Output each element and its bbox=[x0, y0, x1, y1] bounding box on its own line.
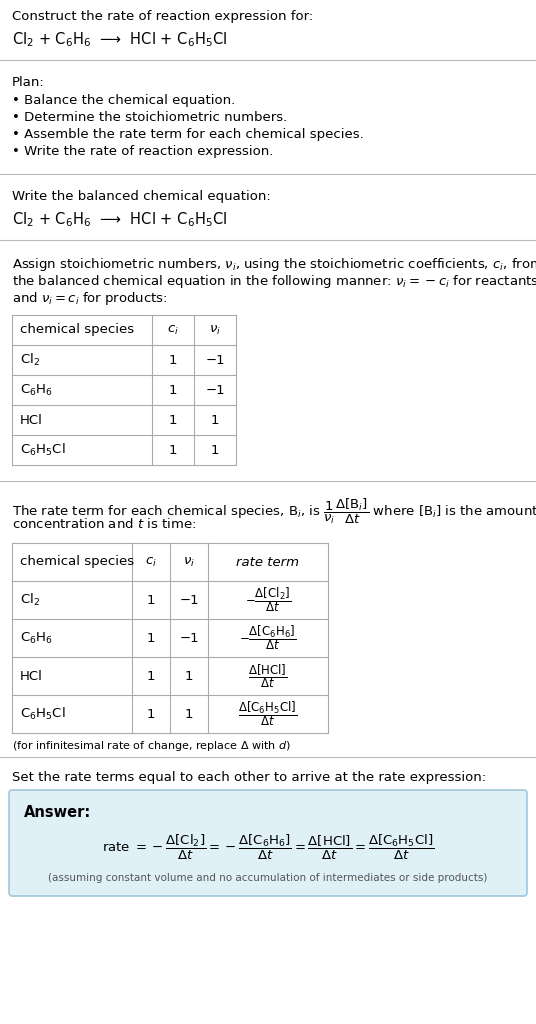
Text: 1: 1 bbox=[211, 443, 219, 457]
Text: $\dfrac{\Delta[\mathrm{C_6H_5Cl}]}{\Delta t}$: $\dfrac{\Delta[\mathrm{C_6H_5Cl}]}{\Delt… bbox=[239, 699, 297, 728]
Text: −1: −1 bbox=[205, 353, 225, 367]
Text: chemical species: chemical species bbox=[20, 324, 134, 337]
Text: Set the rate terms equal to each other to arrive at the rate expression:: Set the rate terms equal to each other t… bbox=[12, 771, 486, 784]
Text: • Balance the chemical equation.: • Balance the chemical equation. bbox=[12, 94, 235, 106]
Text: Cl$_2$: Cl$_2$ bbox=[20, 352, 40, 368]
Text: (for infinitesimal rate of change, replace Δ with $d$): (for infinitesimal rate of change, repla… bbox=[12, 739, 291, 753]
Text: • Determine the stoichiometric numbers.: • Determine the stoichiometric numbers. bbox=[12, 111, 287, 124]
Text: Plan:: Plan: bbox=[12, 76, 44, 89]
Text: −1: −1 bbox=[205, 384, 225, 396]
Text: C$_6$H$_5$Cl: C$_6$H$_5$Cl bbox=[20, 442, 66, 458]
Text: HCl: HCl bbox=[20, 670, 43, 683]
Text: 1: 1 bbox=[147, 708, 155, 721]
Text: 1: 1 bbox=[169, 443, 177, 457]
Text: 1: 1 bbox=[169, 384, 177, 396]
Text: Cl$_2$ + C$_6$H$_6$  ⟶  HCl + C$_6$H$_5$Cl: Cl$_2$ + C$_6$H$_6$ ⟶ HCl + C$_6$H$_5$Cl bbox=[12, 210, 227, 228]
Text: 1: 1 bbox=[147, 594, 155, 606]
Text: $c_i$: $c_i$ bbox=[145, 555, 157, 568]
Text: • Assemble the rate term for each chemical species.: • Assemble the rate term for each chemic… bbox=[12, 128, 364, 141]
Text: Assign stoichiometric numbers, $\nu_i$, using the stoichiometric coefficients, $: Assign stoichiometric numbers, $\nu_i$, … bbox=[12, 256, 536, 273]
Text: Write the balanced chemical equation:: Write the balanced chemical equation: bbox=[12, 190, 271, 203]
Text: Answer:: Answer: bbox=[24, 805, 91, 820]
Text: concentration and $t$ is time:: concentration and $t$ is time: bbox=[12, 517, 196, 531]
Text: C$_6$H$_6$: C$_6$H$_6$ bbox=[20, 631, 53, 645]
Text: Cl$_2$: Cl$_2$ bbox=[20, 592, 40, 608]
Text: rate $= -\dfrac{\Delta[\mathrm{Cl_2}]}{\Delta t} = -\dfrac{\Delta[\mathrm{C_6H_6: rate $= -\dfrac{\Delta[\mathrm{Cl_2}]}{\… bbox=[102, 833, 434, 862]
Text: $-\dfrac{\Delta[\mathrm{C_6H_6}]}{\Delta t}$: $-\dfrac{\Delta[\mathrm{C_6H_6}]}{\Delta… bbox=[239, 624, 297, 652]
Text: and $\nu_i = c_i$ for products:: and $\nu_i = c_i$ for products: bbox=[12, 290, 168, 307]
Text: $-\dfrac{\Delta[\mathrm{Cl_2}]}{\Delta t}$: $-\dfrac{\Delta[\mathrm{Cl_2}]}{\Delta t… bbox=[245, 586, 291, 614]
Text: chemical species: chemical species bbox=[20, 555, 134, 568]
Text: • Write the rate of reaction expression.: • Write the rate of reaction expression. bbox=[12, 145, 273, 158]
Text: $\nu_i$: $\nu_i$ bbox=[209, 324, 221, 337]
Text: 1: 1 bbox=[211, 414, 219, 427]
Text: C$_6$H$_6$: C$_6$H$_6$ bbox=[20, 382, 53, 397]
Text: HCl: HCl bbox=[20, 414, 43, 427]
Text: $\dfrac{\Delta[\mathrm{HCl}]}{\Delta t}$: $\dfrac{\Delta[\mathrm{HCl}]}{\Delta t}$ bbox=[248, 663, 288, 690]
Text: 1: 1 bbox=[147, 670, 155, 683]
Text: The rate term for each chemical species, B$_i$, is $\dfrac{1}{\nu_i}\dfrac{\Delt: The rate term for each chemical species,… bbox=[12, 497, 536, 526]
Text: 1: 1 bbox=[169, 414, 177, 427]
Text: the balanced chemical equation in the following manner: $\nu_i = -c_i$ for react: the balanced chemical equation in the fo… bbox=[12, 273, 536, 290]
Text: C$_6$H$_5$Cl: C$_6$H$_5$Cl bbox=[20, 706, 66, 722]
Text: $\nu_i$: $\nu_i$ bbox=[183, 555, 195, 568]
Text: Cl$_2$ + C$_6$H$_6$  ⟶  HCl + C$_6$H$_5$Cl: Cl$_2$ + C$_6$H$_6$ ⟶ HCl + C$_6$H$_5$Cl bbox=[12, 30, 227, 49]
Text: 1: 1 bbox=[185, 708, 193, 721]
Text: 1: 1 bbox=[169, 353, 177, 367]
Text: rate term: rate term bbox=[236, 555, 300, 568]
Text: (assuming constant volume and no accumulation of intermediates or side products): (assuming constant volume and no accumul… bbox=[48, 873, 488, 883]
Text: −1: −1 bbox=[179, 594, 199, 606]
Text: 1: 1 bbox=[147, 632, 155, 644]
Text: $c_i$: $c_i$ bbox=[167, 324, 179, 337]
FancyBboxPatch shape bbox=[9, 790, 527, 896]
Text: 1: 1 bbox=[185, 670, 193, 683]
Text: −1: −1 bbox=[179, 632, 199, 644]
Text: Construct the rate of reaction expression for:: Construct the rate of reaction expressio… bbox=[12, 10, 313, 23]
